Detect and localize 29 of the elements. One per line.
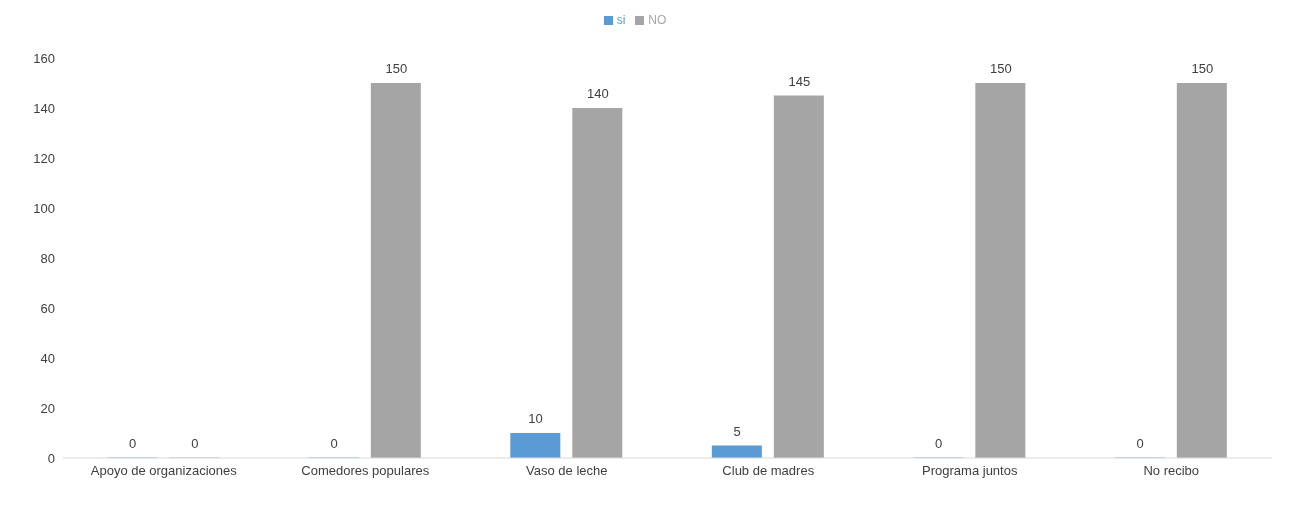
data-label: 10 bbox=[528, 411, 543, 426]
y-tick-label: 120 bbox=[33, 150, 55, 166]
y-tick-label: 0 bbox=[47, 450, 55, 466]
data-label: 5 bbox=[733, 423, 741, 439]
x-tick-label: No recibo bbox=[1143, 463, 1200, 479]
y-tick-label: 100 bbox=[33, 200, 55, 216]
data-label: 140 bbox=[587, 86, 609, 101]
data-label: 145 bbox=[788, 73, 811, 89]
data-label: 150 bbox=[1191, 61, 1214, 76]
data-label: 0 bbox=[1136, 436, 1144, 451]
y-tick-label: 20 bbox=[40, 400, 55, 416]
x-tick-label: Comedores populares bbox=[301, 463, 430, 479]
data-label: 0 bbox=[128, 436, 137, 451]
y-tick-label: 40 bbox=[40, 350, 55, 366]
data-label: 150 bbox=[385, 61, 408, 76]
y-tick-label: 80 bbox=[40, 250, 55, 266]
x-tick-label: Apoyo de organizaciones bbox=[90, 463, 238, 479]
y-tick-label: 60 bbox=[40, 300, 55, 316]
data-label: 0 bbox=[934, 436, 943, 451]
legend-label: si bbox=[616, 13, 626, 27]
data-label: 0 bbox=[330, 436, 338, 451]
legend-label: NO bbox=[648, 13, 667, 27]
x-tick-label: Club de madres bbox=[722, 463, 815, 479]
data-label: 0 bbox=[191, 436, 199, 451]
x-tick-label: Vaso de leche bbox=[526, 463, 608, 479]
data-label: 150 bbox=[990, 61, 1012, 76]
x-tick-label: Programa juntos bbox=[922, 463, 1018, 479]
y-tick-label: 160 bbox=[33, 50, 55, 66]
y-tick-label: 140 bbox=[33, 100, 55, 116]
